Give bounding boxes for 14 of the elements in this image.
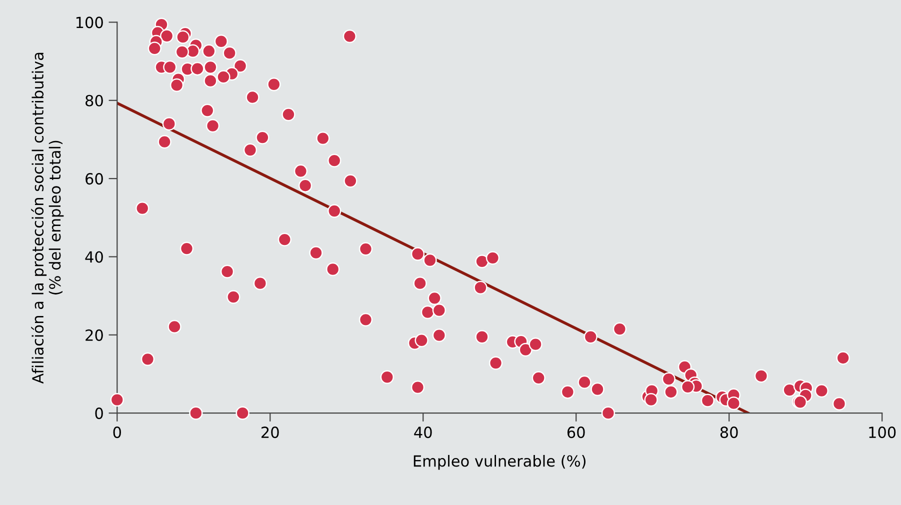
y-tick-label: 80 [86, 94, 103, 106]
x-axis-title: Empleo vulnerable (%) [414, 454, 586, 470]
x-tick-label: 40 [414, 426, 432, 438]
x-tick-label: 100 [869, 426, 896, 438]
y-tick-label: 100 [76, 16, 103, 28]
x-tick-label: 0 [113, 426, 121, 438]
y-tick-label: 40 [85, 251, 103, 263]
y-axis-title: Afiliación a la protección social contributiva (% del empleo total) [31, 52, 64, 384]
y-tick-label: 20 [86, 329, 103, 341]
y-tick-label: 0 [95, 408, 103, 420]
x-tick-label: 20 [262, 426, 279, 438]
y-tick-label: 60 [86, 173, 103, 185]
x-tick-label: 60 [567, 426, 585, 438]
x-tick-label: 80 [720, 426, 738, 438]
